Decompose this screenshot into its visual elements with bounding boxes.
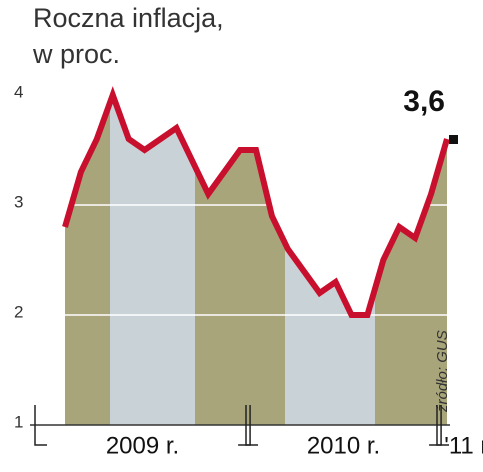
bracket (436, 405, 449, 446)
line (62, 86, 450, 318)
value-label: 3,6 (403, 85, 445, 118)
y-tick-label: 2 (14, 302, 23, 321)
x-group-label: '11 r. (444, 432, 483, 459)
source: źródło: GUS (434, 330, 451, 413)
bracket (34, 405, 47, 446)
y-tick-label: 3 (14, 192, 23, 211)
chart-title: Roczna inflacja, (33, 3, 224, 33)
x-group-label: 2010 r. (307, 432, 380, 459)
y-tick-label: 4 (14, 82, 23, 101)
x-group-label: 2009 r. (106, 432, 179, 459)
y-tick-label: 1 (14, 412, 23, 431)
chart-subtitle: w proc. (32, 39, 120, 69)
bracket (245, 405, 258, 446)
end-marker (449, 135, 458, 144)
